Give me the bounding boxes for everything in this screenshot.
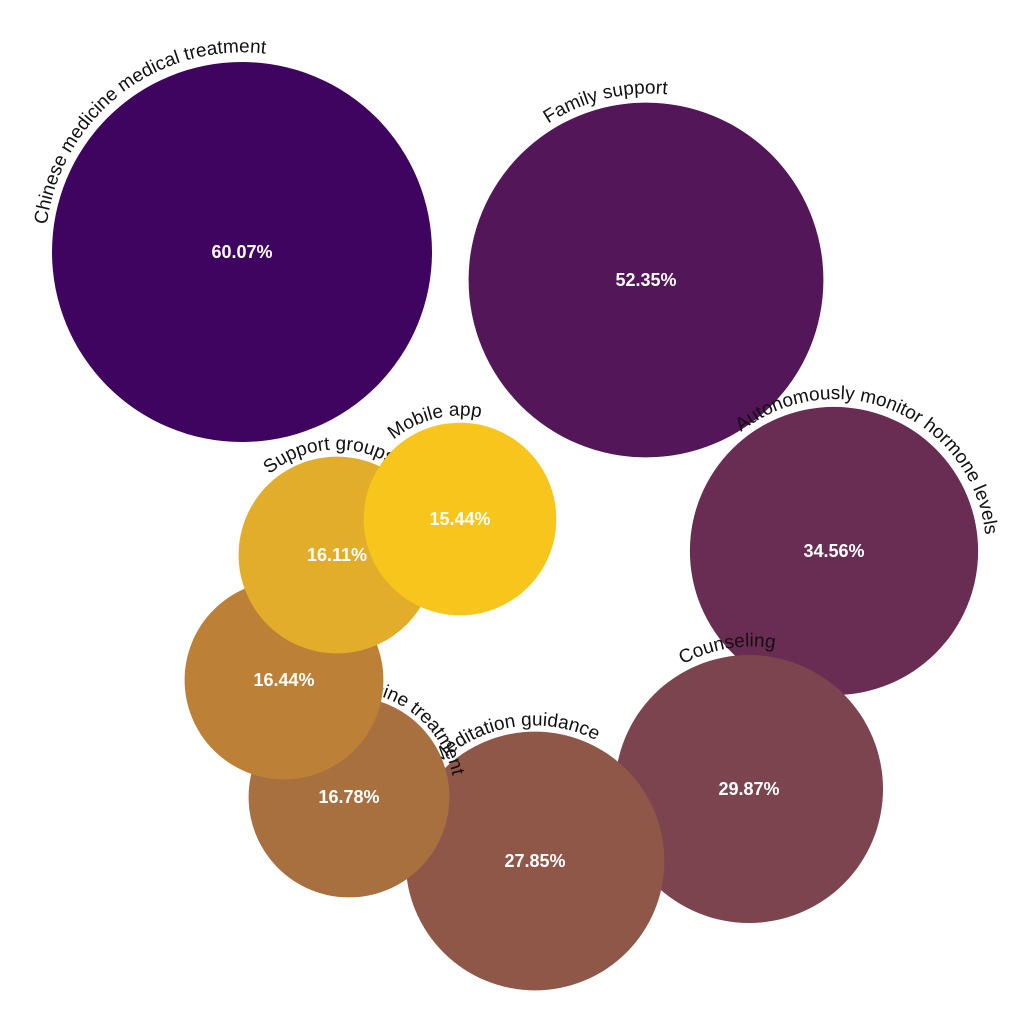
bubble-1[interactable] (468, 102, 824, 458)
bubble-8[interactable] (363, 422, 557, 616)
bubble-4[interactable] (405, 731, 665, 991)
bubble-2[interactable] (689, 406, 979, 696)
bubble-3[interactable] (615, 655, 883, 923)
bubble-value-label: 29.87% (718, 779, 779, 799)
bubble-value-label: 27.85% (504, 851, 565, 871)
bubble-value-label: 34.56% (803, 541, 864, 561)
bubble-value-label: 16.44% (253, 670, 314, 690)
bubble-value-label: 15.44% (429, 509, 490, 529)
bubble-value-label: 52.35% (615, 270, 676, 290)
bubble-0[interactable] (52, 62, 432, 442)
bubble-value-label: 16.11% (307, 545, 367, 565)
bubble-value-label: 60.07% (211, 242, 272, 262)
bubble-value-label: 16.78% (318, 787, 379, 807)
